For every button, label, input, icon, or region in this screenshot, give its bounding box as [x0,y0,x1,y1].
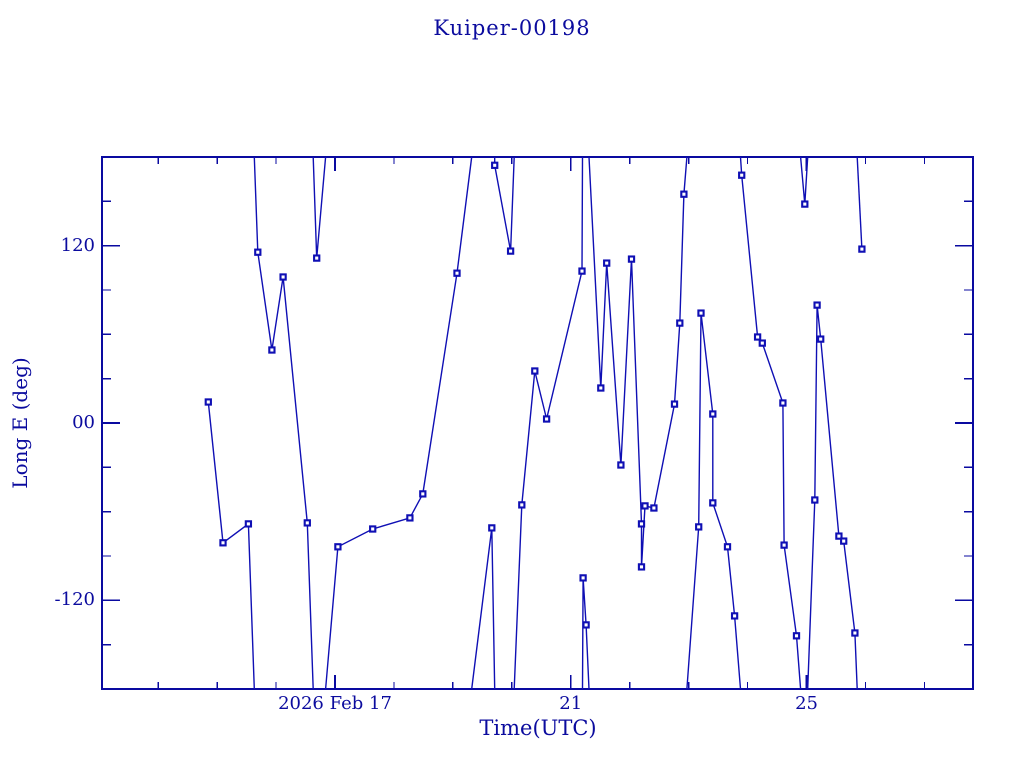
data-point-marker [858,245,866,253]
data-point-marker [780,541,788,549]
data-series-line [581,577,590,690]
data-point-marker [419,490,427,498]
data-series-line [588,156,688,567]
data-point-marker [453,269,461,277]
data-point-marker [542,415,551,423]
data-point-marker [578,267,586,275]
y-tick-label: 120 [60,234,95,256]
data-point-marker [680,190,688,198]
data-point-marker [813,301,821,309]
data-point-marker [637,563,646,571]
data-point-marker [723,543,732,551]
data-point-marker [219,539,227,547]
data-series-line [312,156,327,259]
data-point-marker [406,514,414,522]
data-point-marker [840,537,848,545]
data-point-marker [369,525,377,533]
data-series-line [856,156,863,250]
data-point-marker [617,461,625,469]
data-point-marker [801,200,809,208]
data-series-line [253,156,314,690]
data-point-marker [738,171,746,179]
data-point-marker [488,524,496,532]
data-point-marker [753,333,762,341]
data-point-marker [313,254,321,262]
data-point-marker [268,346,276,354]
y-tick-label: -120 [54,589,95,611]
plot-box [101,156,974,690]
data-point-marker [695,523,703,531]
data-point-marker [670,400,679,408]
data-series-line [324,156,473,690]
data-point-marker [334,543,342,551]
data-series-line [513,156,584,690]
data-point-marker [650,504,658,512]
data-point-marker [697,309,705,317]
x-tick-label: 2026 Feb 17 [278,693,392,714]
data-point-marker [254,248,262,256]
y-tick-label: 00 [72,412,95,433]
data-point-marker [709,410,717,418]
data-series-line [686,313,742,690]
data-point-marker [709,499,717,507]
data-point-marker [579,574,587,582]
data-point-marker [730,612,739,620]
data-point-marker [637,520,646,528]
x-tick-label: 25 [795,693,818,714]
data-point-marker [851,629,859,637]
data-point-marker [531,367,539,375]
chart-title: Kuiper-00198 [433,16,591,40]
data-point-marker [244,520,253,528]
x-axis-label: Time(UTC) [479,716,597,740]
data-point-marker [792,632,801,640]
data-point-marker [582,621,590,629]
data-point-marker [491,161,499,169]
data-point-marker [518,501,526,509]
data-series-line [807,305,858,690]
data-point-marker [676,319,684,327]
data-point-marker [279,273,287,281]
data-series-line [799,156,809,205]
data-series-line [471,527,496,690]
data-point-marker [779,399,787,407]
data-point-marker [204,398,212,406]
data-point-marker [811,496,819,504]
x-tick-label: 21 [559,693,583,714]
data-point-marker [597,384,605,392]
data-point-marker [627,255,636,263]
data-point-marker [758,339,766,347]
data-series-line [207,401,255,690]
data-point-marker [603,259,611,267]
data-point-marker [641,502,649,510]
data-series-line [739,156,802,690]
data-point-marker [506,247,515,255]
data-point-marker [303,519,311,527]
data-point-marker [835,532,843,540]
data-series-line [494,156,515,252]
data-point-marker [817,335,825,343]
